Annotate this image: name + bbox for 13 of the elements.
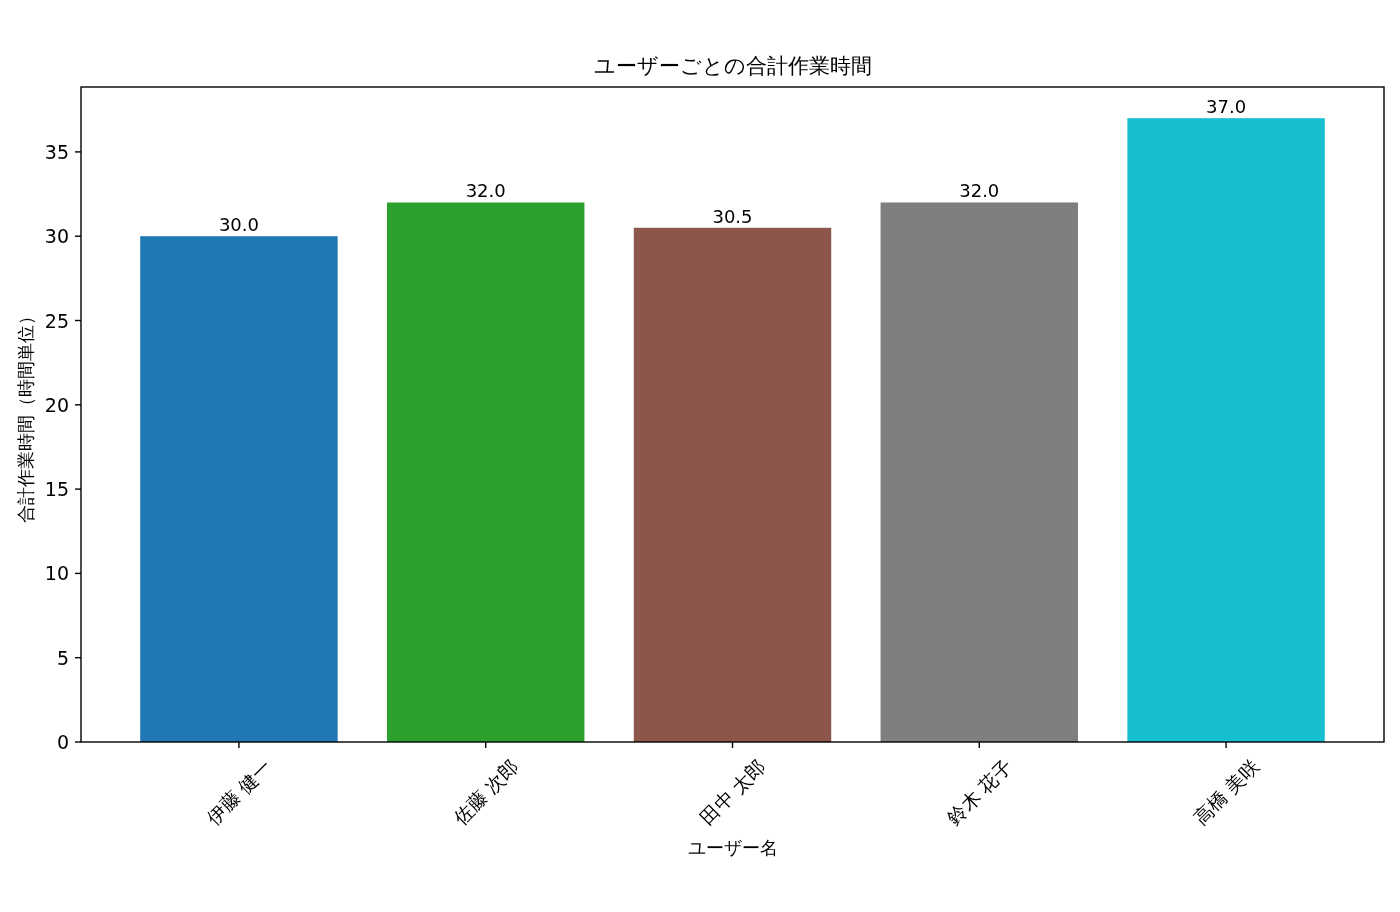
chart-title: ユーザーごとの合計作業時間: [593, 54, 872, 78]
data-label: 37.0: [1206, 96, 1247, 118]
data-label: 30.0: [218, 214, 259, 236]
y-axis-title: 合計作業時間（時間単位）: [14, 306, 36, 523]
x-tick-label: 佐藤 次郎: [448, 754, 523, 829]
data-label: 32.0: [465, 180, 506, 202]
x-tick-label: 高橋 美咲: [1189, 754, 1263, 829]
x-axis-title: ユーザー名: [687, 836, 778, 858]
x-tick-label: 田中 太郎: [695, 754, 770, 829]
data-label: 30.5: [712, 205, 753, 227]
data-label: 32.0: [959, 180, 1000, 202]
x-tick-label: 鈴木 花子: [942, 754, 1017, 829]
x-tick-label: 伊藤 健一: [202, 754, 276, 829]
